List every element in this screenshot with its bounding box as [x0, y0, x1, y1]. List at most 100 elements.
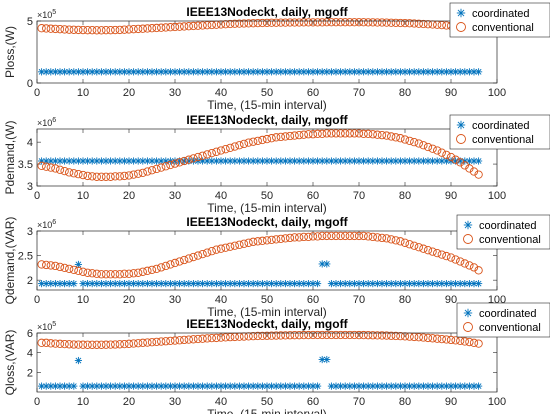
data-point-coordinated — [61, 280, 69, 288]
x-tick-label: 100 — [488, 87, 506, 99]
data-point-coordinated — [475, 68, 483, 76]
data-point-conventional — [221, 333, 230, 342]
data-point-conventional — [143, 24, 152, 33]
y-axis-label: Qdemand,(VAR) — [3, 217, 17, 305]
data-point-conventional — [42, 338, 51, 347]
data-point-coordinated — [88, 68, 96, 76]
data-point-conventional — [299, 130, 308, 139]
data-point-coordinated — [180, 157, 188, 165]
data-point-conventional — [180, 255, 189, 265]
data-point-conventional — [115, 25, 124, 35]
data-point-conventional — [249, 137, 258, 146]
data-point-conventional — [115, 270, 124, 279]
data-point-coordinated — [180, 68, 188, 76]
data-point-coordinated — [272, 157, 280, 165]
data-point-conventional — [336, 129, 345, 138]
x-tick-label: 0 — [34, 190, 40, 202]
data-point-conventional — [336, 18, 345, 27]
data-point-conventional — [304, 232, 313, 242]
data-point-coordinated — [84, 280, 92, 288]
y-tick-label: 3 — [27, 181, 33, 193]
y-tick-label: 2.5 — [18, 251, 33, 263]
x-tick-label: 20 — [123, 190, 135, 202]
data-point-conventional — [285, 18, 295, 27]
x-tick-label: 40 — [215, 294, 227, 306]
data-point-conventional — [400, 238, 410, 247]
data-point-conventional — [249, 331, 258, 341]
data-point-coordinated — [314, 280, 322, 288]
data-point-conventional — [281, 331, 290, 340]
data-point-conventional — [88, 26, 97, 35]
data-point-coordinated — [254, 68, 262, 76]
x-tick-label: 40 — [215, 190, 227, 202]
data-point-conventional — [138, 168, 147, 177]
exponent-power: 5 — [52, 9, 56, 16]
data-point-coordinated — [249, 68, 257, 76]
data-point-conventional — [235, 240, 244, 249]
data-point-conventional — [60, 166, 69, 176]
data-point-conventional — [387, 132, 396, 141]
data-point-coordinated — [378, 382, 386, 390]
data-point-conventional — [345, 129, 354, 138]
y-exponent: ×105 — [37, 9, 56, 20]
data-point-conventional — [423, 20, 433, 29]
data-point-conventional — [295, 18, 304, 27]
y-tick-label: 3.5 — [18, 159, 33, 171]
exponent-base: 10 — [42, 118, 52, 128]
data-point-coordinated — [235, 382, 243, 390]
data-point-conventional — [258, 135, 267, 145]
data-point-conventional — [92, 26, 101, 35]
data-point-conventional — [446, 152, 456, 162]
data-point-conventional — [318, 231, 327, 241]
data-point-conventional — [405, 136, 414, 145]
data-point-coordinated — [125, 280, 133, 288]
data-point-conventional — [143, 167, 152, 176]
data-point-coordinated — [139, 68, 147, 76]
data-point-conventional — [285, 233, 295, 243]
data-point-coordinated — [65, 68, 73, 76]
data-point-conventional — [299, 330, 308, 340]
data-point-conventional — [170, 336, 180, 345]
data-point-conventional — [101, 26, 111, 35]
data-point-conventional — [161, 23, 170, 32]
y-exponent: ×106 — [37, 117, 56, 128]
data-point-coordinated — [318, 157, 326, 165]
data-point-conventional — [129, 25, 138, 34]
data-point-conventional — [51, 261, 60, 271]
x-tick-label: 90 — [445, 87, 457, 99]
y-tick-label: 2 — [27, 275, 33, 287]
data-point-coordinated — [208, 157, 216, 165]
x-tick-label: 0 — [34, 396, 40, 408]
data-point-coordinated — [442, 280, 450, 288]
data-point-conventional — [166, 160, 175, 170]
data-point-conventional — [359, 129, 368, 138]
data-point-conventional — [350, 330, 359, 340]
data-point-conventional — [428, 334, 437, 343]
x-tick-label: 30 — [169, 396, 181, 408]
data-point-conventional — [396, 18, 405, 28]
x-tick-label: 70 — [353, 87, 365, 99]
y-axis-label: Pdemand,(W) — [3, 120, 17, 194]
data-point-coordinated — [268, 382, 276, 390]
data-point-conventional — [341, 18, 350, 27]
data-point-conventional — [354, 330, 364, 340]
data-point-conventional — [193, 334, 203, 344]
data-point-conventional — [157, 23, 166, 32]
data-point-conventional — [175, 158, 184, 167]
data-point-conventional — [83, 268, 92, 277]
data-point-conventional — [262, 18, 272, 28]
data-point-conventional — [129, 339, 138, 348]
data-point-conventional — [120, 269, 129, 278]
legend-label-conventional: conventional — [472, 22, 534, 34]
data-point-conventional — [377, 130, 387, 140]
data-point-conventional — [391, 331, 400, 341]
exponent-power: 6 — [52, 219, 56, 226]
data-point-coordinated — [309, 382, 317, 390]
data-point-coordinated — [337, 157, 345, 165]
data-point-conventional — [373, 18, 382, 27]
data-point-conventional — [295, 130, 304, 140]
legend: coordinated conventional — [456, 302, 550, 338]
data-point-conventional — [193, 21, 203, 30]
data-point-conventional — [65, 340, 74, 349]
